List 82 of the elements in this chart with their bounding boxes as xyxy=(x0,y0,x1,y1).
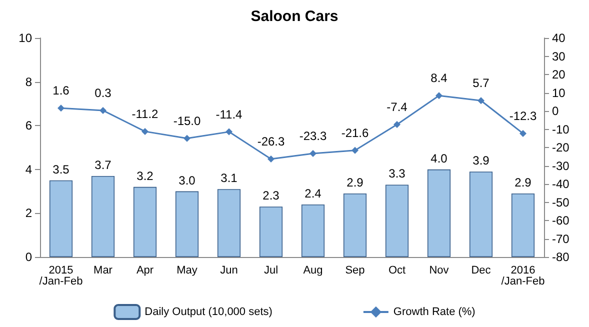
data-label: -12.3 xyxy=(509,108,537,123)
x-tick-label: 2015 /Jan-Feb xyxy=(39,264,83,288)
data-label: 3.3 xyxy=(388,166,406,181)
x-tick-label: Mar xyxy=(94,264,113,276)
y2-tick-label: -60 xyxy=(552,214,570,228)
x-tick-label: Nov xyxy=(429,264,450,276)
data-label: 2.9 xyxy=(514,175,532,190)
y-tick-label: 2 xyxy=(25,206,32,220)
x-tick-label: Aug xyxy=(303,264,323,276)
point xyxy=(58,104,64,112)
bar xyxy=(259,206,283,257)
bar xyxy=(217,189,241,257)
chart-title: Saloon Cars xyxy=(250,8,338,25)
y2-tick-label: 40 xyxy=(552,31,566,45)
point xyxy=(436,92,442,100)
bar xyxy=(427,169,451,257)
data-label: 3.2 xyxy=(136,168,154,183)
data-label: 5.7 xyxy=(472,76,490,90)
data-label: -21.6 xyxy=(341,126,369,140)
point xyxy=(100,106,106,114)
x-tick-label: Jul xyxy=(264,264,278,276)
data-label: 1.6 xyxy=(52,84,70,98)
y2-tick-label: 10 xyxy=(552,86,566,100)
data-label: 8.4 xyxy=(430,71,448,86)
bar xyxy=(91,176,115,257)
y-tick-label: 0 xyxy=(25,250,32,264)
data-label: -11.4 xyxy=(216,107,243,122)
y-tick-label: 8 xyxy=(25,74,32,89)
point xyxy=(184,134,190,142)
x-tick-label: May xyxy=(176,264,198,276)
data-label: -26.3 xyxy=(257,134,285,148)
y-tick-label: 10 xyxy=(18,31,32,45)
y2-tick-label: -20 xyxy=(552,140,570,154)
bar xyxy=(301,204,325,257)
data-label: 3.9 xyxy=(472,154,490,168)
y2-tick-label: -50 xyxy=(552,195,570,210)
y2-tick-label: -30 xyxy=(552,158,570,173)
bar xyxy=(511,193,535,257)
data-label: 2.9 xyxy=(346,175,364,190)
y-tick-label: 6 xyxy=(25,118,32,133)
point xyxy=(352,146,358,154)
data-label: -23.3 xyxy=(299,129,327,144)
point xyxy=(226,128,232,136)
data-label: 3.1 xyxy=(220,171,238,186)
bar xyxy=(469,172,493,257)
data-label: 2.3 xyxy=(262,188,280,203)
x-tick-label: Jun xyxy=(220,264,238,276)
x-tick-label: Sep xyxy=(345,264,365,276)
bar xyxy=(175,191,199,257)
y2-tick-label: 30 xyxy=(552,49,566,64)
data-label: 3.7 xyxy=(94,158,112,172)
point xyxy=(268,155,274,162)
point xyxy=(520,130,526,137)
bar xyxy=(49,180,73,257)
data-label: -11.2 xyxy=(132,106,159,121)
data-label: 2.4 xyxy=(304,186,322,200)
x-tick-label: Apr xyxy=(136,264,154,276)
point xyxy=(142,128,148,135)
data-label: 3.5 xyxy=(52,162,70,176)
bar xyxy=(385,184,409,257)
x-tick-label: Oct xyxy=(388,264,406,276)
y2-tick-label: -10 xyxy=(552,122,570,136)
data-label: 4.0 xyxy=(430,151,448,166)
point xyxy=(478,97,484,104)
y2-tick-label: 20 xyxy=(552,68,566,82)
bar xyxy=(133,186,157,257)
x-tick-label: Dec xyxy=(471,264,492,276)
data-label: 3.0 xyxy=(178,173,196,188)
y-tick-label: 4 xyxy=(25,162,32,176)
data-label: -15.0 xyxy=(173,114,201,128)
y2-tick-label: 0 xyxy=(552,104,559,118)
point xyxy=(394,121,400,128)
y2-tick-label: -40 xyxy=(552,177,570,191)
legend-label: Growth Rate (%) xyxy=(393,306,476,318)
bar xyxy=(343,193,367,257)
x-tick-label: 2016 /Jan-Feb xyxy=(501,264,545,288)
data-label: -7.4 xyxy=(386,100,408,114)
data-label: 0.3 xyxy=(94,86,112,100)
legend-label: Daily Output (10,000 sets) xyxy=(144,306,272,318)
y2-tick-label: -80 xyxy=(552,250,570,264)
y2-tick-label: -70 xyxy=(552,232,570,246)
point xyxy=(310,150,316,158)
